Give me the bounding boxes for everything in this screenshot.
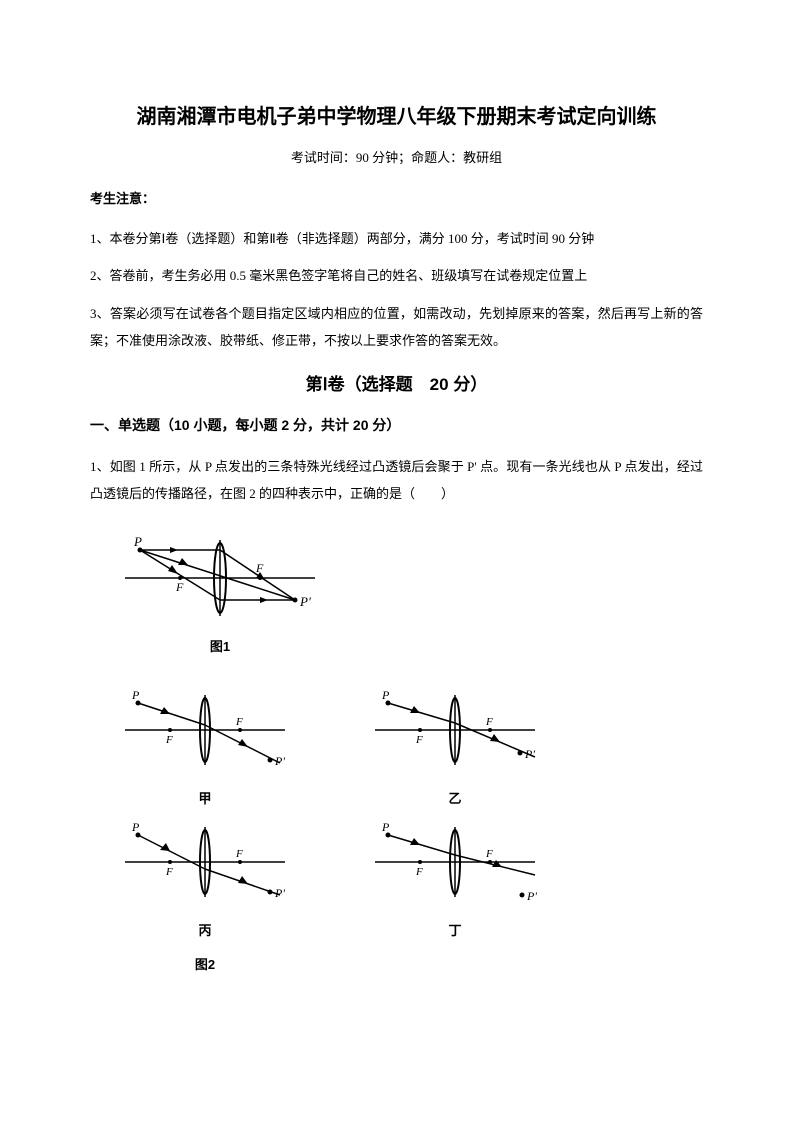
svg-text:F: F: [235, 716, 243, 728]
option-ding: F F P P' 丁: [370, 817, 540, 939]
fig1-svg: F F P P': [120, 528, 320, 628]
notice-2: 2、答卷前，考生务必用 0.5 毫米黑色签字笔将自己的姓名、班级填写在试卷规定位…: [90, 262, 703, 289]
option-yi: F F P P' 乙: [370, 685, 540, 807]
figure-1: F F P P' 图1: [120, 528, 703, 655]
svg-text:P': P': [526, 889, 537, 903]
svg-text:F: F: [485, 848, 493, 860]
figure-2: F F P P' 甲 F F: [120, 685, 703, 973]
fig1-P: P: [133, 534, 142, 549]
subsection-title: 一、单选题（10 小题，每小题 2 分，共计 20 分）: [90, 415, 703, 435]
svg-text:P: P: [131, 820, 140, 834]
question-1-text: 1、如图 1 所示，从 P 点发出的三条特殊光线经过凸透镜后会聚于 P' 点。现…: [90, 453, 703, 508]
svg-text:F: F: [415, 866, 423, 878]
fig1-Pprime: P': [299, 594, 311, 609]
label-ding: 丁: [370, 920, 540, 939]
option-bing: F F P P' 丙: [120, 817, 290, 939]
svg-text:P: P: [381, 688, 390, 702]
svg-text:F: F: [165, 734, 173, 746]
page-title: 湖南湘潭市电机子弟中学物理八年级下册期末考试定向训练: [90, 100, 703, 129]
page-subtitle: 考试时间：90 分钟；命题人：教研组: [90, 147, 703, 166]
section-title: 第Ⅰ卷（选择题 20 分）: [90, 370, 703, 395]
notice-header: 考生注意：: [90, 188, 703, 207]
fig1-F-left: F: [175, 580, 184, 594]
svg-text:F: F: [165, 866, 173, 878]
svg-text:F: F: [235, 848, 243, 860]
fig1-label: 图1: [120, 636, 320, 655]
svg-text:P: P: [131, 688, 140, 702]
label-yi: 乙: [370, 788, 540, 807]
svg-text:P: P: [381, 820, 390, 834]
option-jia: F F P P' 甲: [120, 685, 290, 807]
fig2-label: 图2: [120, 954, 290, 973]
notice-1: 1、本卷分第Ⅰ卷（选择题）和第Ⅱ卷（非选择题）两部分，满分 100 分，考试时间…: [90, 225, 703, 252]
notice-3: 3、答案必须写在试卷各个题目指定区域内相应的位置，如需改动，先划掉原来的答案，然…: [90, 300, 703, 355]
svg-text:F: F: [485, 716, 493, 728]
label-jia: 甲: [120, 788, 290, 807]
label-bing: 丙: [120, 920, 290, 939]
svg-text:F: F: [415, 734, 423, 746]
